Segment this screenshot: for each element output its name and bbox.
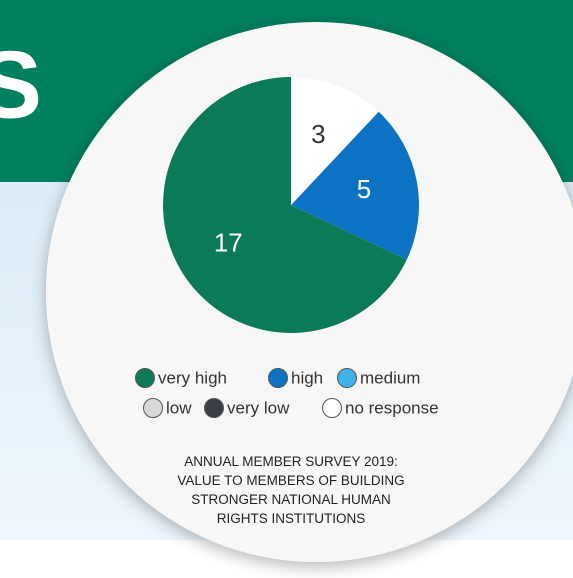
chart-title: ANNUAL MEMBER SURVEY 2019: VALUE TO MEMB… [177, 454, 405, 526]
pie-slice [163, 77, 407, 334]
data-label: 17 [214, 228, 243, 258]
legend-swatch [204, 398, 224, 418]
legend-swatch [135, 368, 155, 388]
legend-label: very low [227, 398, 290, 417]
legend-label: no response [345, 398, 439, 417]
legend-swatch [322, 398, 342, 418]
data-label: 5 [357, 174, 371, 204]
legend-swatch [268, 368, 288, 388]
legend-label: low [166, 398, 192, 417]
legend-label: high [291, 368, 323, 387]
pie-slice [291, 111, 420, 260]
legend-label: very high [158, 368, 227, 387]
legend-swatch [337, 368, 357, 388]
data-label: 3 [311, 119, 325, 149]
pie-slice [291, 77, 379, 205]
legend-swatch [143, 398, 163, 418]
legend-label: medium [360, 368, 420, 387]
header-text: S [0, 31, 42, 138]
